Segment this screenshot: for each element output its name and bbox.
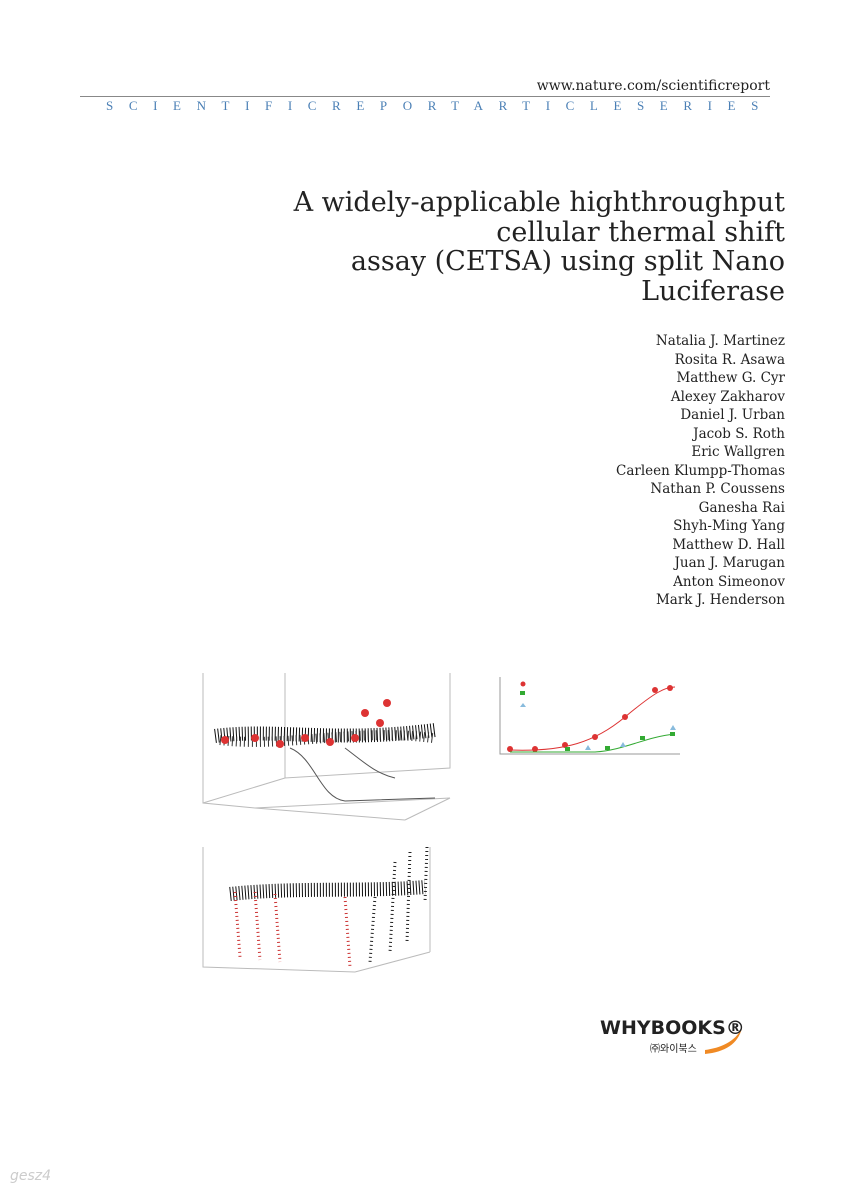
logo-swoosh xyxy=(705,1028,742,1054)
series-name: SCIENTIFICREPORTARTICLESERIES xyxy=(106,98,774,113)
authors: Natalia J. Martinez Rosita R. Asawa Matthe… xyxy=(616,332,785,610)
author: Carleen Klumpp-Thomas xyxy=(616,462,785,479)
figure-3d-scatter xyxy=(202,846,431,973)
author: Matthew G. Cyr xyxy=(676,370,785,386)
author: Natalia J. Martinez xyxy=(655,333,785,349)
author: Anton Simeonov xyxy=(673,573,785,590)
author: Matthew D. Hall xyxy=(672,536,785,553)
author: Alexey Zakharov xyxy=(670,388,785,405)
publisher-korean: ㈜와이북스 xyxy=(650,1044,697,1055)
author: Shyh-Ming Yang xyxy=(673,518,785,534)
author: Nathan P. Coussens xyxy=(650,481,785,497)
author: Daniel J. Urban xyxy=(680,407,785,423)
figure-3d-scatter xyxy=(202,673,451,821)
author: Eric Wallgren xyxy=(691,444,785,460)
rule xyxy=(80,96,770,97)
author: Mark J. Henderson xyxy=(655,592,785,608)
publisher-name: WHYBOOKS® xyxy=(600,1017,745,1039)
author: Jacob S. Roth xyxy=(693,425,785,442)
watermark: gesz4 xyxy=(10,1168,52,1184)
author: Juan J. Marugan xyxy=(674,555,786,571)
title-line: Luciferase xyxy=(641,275,785,307)
figure-curves xyxy=(499,677,680,755)
title-line: assay (CETSA) using split Nano xyxy=(350,246,785,277)
author: Rosita R. Asawa xyxy=(674,351,785,368)
author: Ganesha Rai xyxy=(698,499,785,516)
url: www.nature.com/scientificreport xyxy=(536,78,770,94)
title-line: A widely-applicable highthroughput xyxy=(293,187,785,218)
title: A widely-applicable highthroughput cellu… xyxy=(294,188,785,306)
title-line: cellular thermal shift xyxy=(496,216,785,248)
